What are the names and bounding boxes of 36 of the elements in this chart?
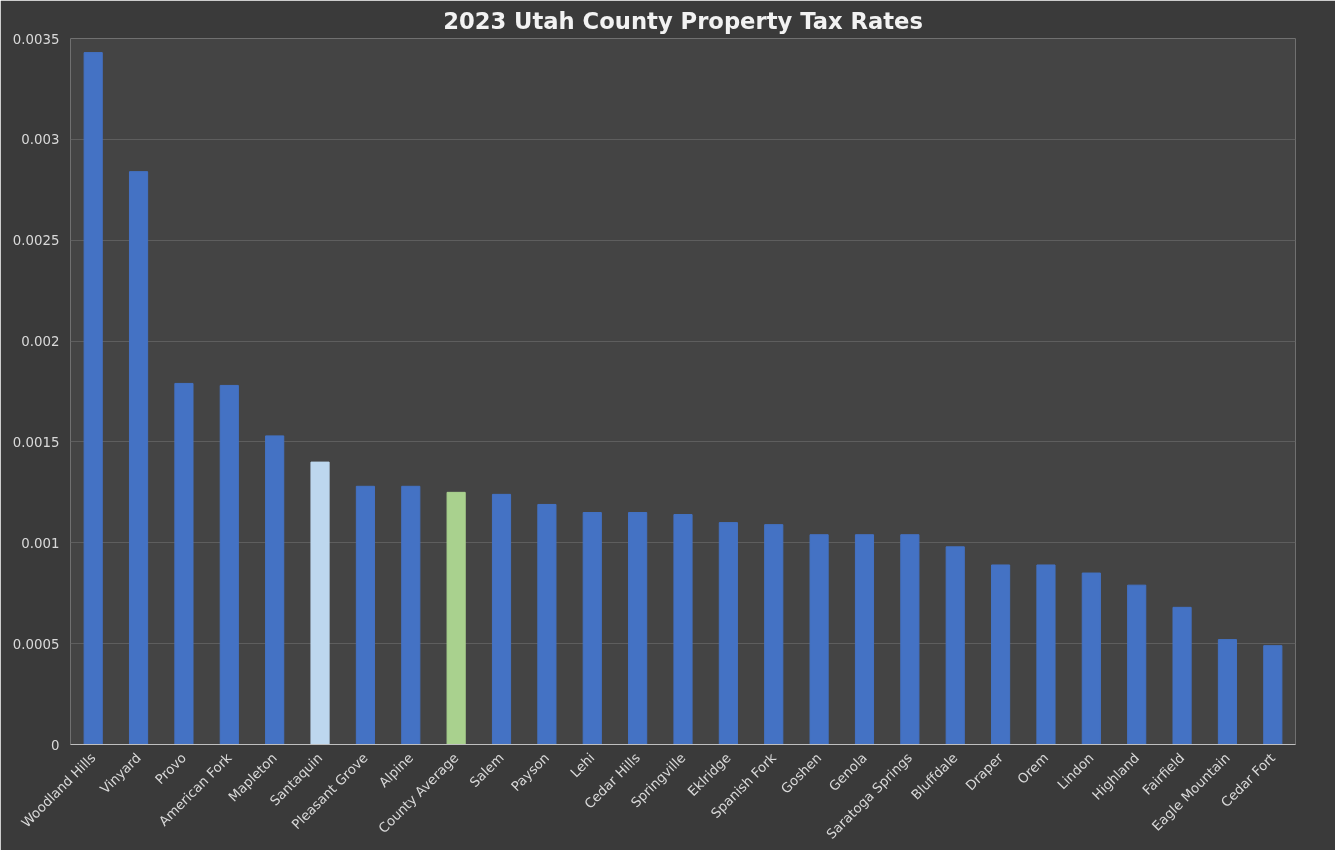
y-tick-label: 0.0025	[12, 233, 60, 249]
bar	[854, 534, 875, 745]
bar	[446, 491, 466, 745]
bar	[265, 435, 285, 745]
bar	[83, 52, 103, 745]
bar	[174, 382, 194, 745]
bar	[718, 522, 738, 745]
y-tick-label: 0.002	[21, 334, 60, 350]
bar	[219, 384, 239, 745]
bar	[491, 493, 512, 745]
y-tick-label: 0.0005	[12, 636, 60, 652]
bar	[1217, 639, 1238, 745]
bar	[401, 485, 421, 745]
bar	[1263, 645, 1283, 745]
bar	[764, 524, 784, 745]
bar	[1127, 584, 1147, 745]
bar	[537, 503, 557, 745]
y-tick-label: 0.001	[21, 535, 60, 551]
bar	[628, 512, 648, 745]
bar	[1081, 572, 1101, 745]
bar	[355, 485, 375, 745]
bar	[673, 514, 693, 745]
chart-title: 2023 Utah County Property Tax Rates	[443, 7, 923, 34]
bar	[1036, 564, 1056, 745]
bar	[945, 546, 965, 745]
bar	[809, 534, 829, 745]
bar	[1172, 606, 1192, 745]
bar	[991, 564, 1011, 745]
y-tick-label: 0.003	[21, 132, 60, 148]
bar	[128, 171, 149, 745]
y-tick-label: 0.0015	[12, 434, 60, 450]
y-tick-label: 0	[51, 737, 60, 753]
bar	[900, 534, 920, 745]
y-tick-label: 0.0035	[12, 31, 60, 47]
bar	[310, 461, 330, 745]
bar	[582, 512, 602, 745]
